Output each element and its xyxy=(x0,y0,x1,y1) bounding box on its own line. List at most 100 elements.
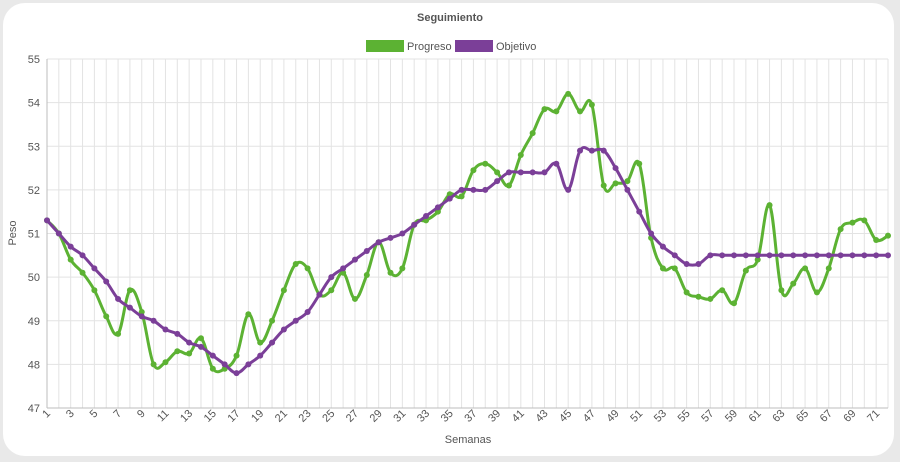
data-point-progreso[interactable] xyxy=(209,365,216,372)
data-point-objetivo[interactable] xyxy=(742,252,749,259)
data-point-progreso[interactable] xyxy=(505,182,512,189)
data-point-objetivo[interactable] xyxy=(126,304,133,311)
data-point-progreso[interactable] xyxy=(351,295,358,302)
data-point-objetivo[interactable] xyxy=(565,186,572,193)
data-point-objetivo[interactable] xyxy=(825,252,832,259)
data-point-progreso[interactable] xyxy=(269,317,276,324)
data-point-progreso[interactable] xyxy=(126,287,133,294)
data-point-objetivo[interactable] xyxy=(55,230,62,237)
data-point-objetivo[interactable] xyxy=(494,178,501,185)
data-point-progreso[interactable] xyxy=(470,167,477,174)
data-point-progreso[interactable] xyxy=(849,219,856,226)
data-point-progreso[interactable] xyxy=(624,178,631,185)
data-point-objetivo[interactable] xyxy=(197,343,204,350)
data-point-progreso[interactable] xyxy=(577,108,584,115)
data-point-objetivo[interactable] xyxy=(209,352,216,359)
data-point-objetivo[interactable] xyxy=(790,252,797,259)
data-point-objetivo[interactable] xyxy=(186,339,193,346)
data-point-objetivo[interactable] xyxy=(316,291,323,298)
data-point-objetivo[interactable] xyxy=(849,252,856,259)
data-point-progreso[interactable] xyxy=(659,265,666,272)
data-point-objetivo[interactable] xyxy=(885,252,891,259)
data-point-progreso[interactable] xyxy=(802,265,809,272)
data-point-progreso[interactable] xyxy=(67,256,74,263)
data-point-objetivo[interactable] xyxy=(375,239,382,246)
data-point-progreso[interactable] xyxy=(766,202,773,209)
data-point-objetivo[interactable] xyxy=(233,370,240,377)
data-point-objetivo[interactable] xyxy=(423,213,430,220)
data-point-objetivo[interactable] xyxy=(529,169,536,176)
data-point-objetivo[interactable] xyxy=(553,160,560,167)
data-point-objetivo[interactable] xyxy=(766,252,773,259)
data-point-objetivo[interactable] xyxy=(458,186,465,193)
data-point-objetivo[interactable] xyxy=(588,147,595,154)
data-point-progreso[interactable] xyxy=(245,311,252,318)
data-point-objetivo[interactable] xyxy=(671,252,678,259)
data-point-objetivo[interactable] xyxy=(340,265,347,272)
data-point-objetivo[interactable] xyxy=(411,221,418,228)
data-point-progreso[interactable] xyxy=(873,237,880,244)
data-point-progreso[interactable] xyxy=(553,108,560,115)
data-point-objetivo[interactable] xyxy=(636,208,643,215)
data-point-progreso[interactable] xyxy=(197,335,204,342)
data-point-progreso[interactable] xyxy=(79,269,86,276)
data-point-objetivo[interactable] xyxy=(91,265,98,272)
data-point-objetivo[interactable] xyxy=(138,313,145,320)
data-point-progreso[interactable] xyxy=(494,169,501,176)
data-point-progreso[interactable] xyxy=(790,280,797,287)
data-point-progreso[interactable] xyxy=(103,313,110,320)
data-point-progreso[interactable] xyxy=(541,106,548,113)
data-point-progreso[interactable] xyxy=(458,193,465,200)
data-point-progreso[interactable] xyxy=(304,265,311,272)
data-point-progreso[interactable] xyxy=(292,261,299,268)
data-point-progreso[interactable] xyxy=(186,350,193,357)
data-point-objetivo[interactable] xyxy=(482,186,489,193)
data-point-objetivo[interactable] xyxy=(837,252,844,259)
data-point-objetivo[interactable] xyxy=(517,169,524,176)
data-point-objetivo[interactable] xyxy=(648,230,655,237)
data-point-objetivo[interactable] xyxy=(162,326,169,333)
data-point-objetivo[interactable] xyxy=(624,186,631,193)
data-point-progreso[interactable] xyxy=(150,361,157,368)
data-point-objetivo[interactable] xyxy=(79,252,86,259)
data-point-progreso[interactable] xyxy=(257,339,264,346)
data-point-progreso[interactable] xyxy=(778,287,785,294)
data-point-objetivo[interactable] xyxy=(683,261,690,268)
data-point-objetivo[interactable] xyxy=(174,330,181,337)
data-point-progreso[interactable] xyxy=(754,256,761,263)
data-point-objetivo[interactable] xyxy=(719,252,726,259)
data-point-objetivo[interactable] xyxy=(351,256,358,263)
data-point-objetivo[interactable] xyxy=(600,147,607,154)
data-point-objetivo[interactable] xyxy=(150,317,157,324)
data-point-objetivo[interactable] xyxy=(861,252,868,259)
data-point-progreso[interactable] xyxy=(600,182,607,189)
data-point-progreso[interactable] xyxy=(91,287,98,294)
data-point-objetivo[interactable] xyxy=(778,252,785,259)
data-point-progreso[interactable] xyxy=(387,269,394,276)
data-point-objetivo[interactable] xyxy=(363,247,370,254)
data-point-objetivo[interactable] xyxy=(707,252,714,259)
data-point-objetivo[interactable] xyxy=(115,295,122,302)
data-point-progreso[interactable] xyxy=(115,330,122,337)
data-point-progreso[interactable] xyxy=(671,265,678,272)
data-point-progreso[interactable] xyxy=(695,293,702,300)
data-point-objetivo[interactable] xyxy=(505,169,512,176)
data-point-objetivo[interactable] xyxy=(103,278,110,285)
data-point-progreso[interactable] xyxy=(280,287,287,294)
data-point-progreso[interactable] xyxy=(138,309,145,316)
data-point-progreso[interactable] xyxy=(683,289,690,296)
data-point-objetivo[interactable] xyxy=(873,252,880,259)
data-point-objetivo[interactable] xyxy=(754,252,761,259)
data-point-progreso[interactable] xyxy=(813,289,820,296)
data-point-progreso[interactable] xyxy=(837,226,844,233)
data-point-progreso[interactable] xyxy=(529,130,536,137)
data-point-objetivo[interactable] xyxy=(280,326,287,333)
data-point-progreso[interactable] xyxy=(731,300,738,307)
data-point-progreso[interactable] xyxy=(162,359,169,366)
data-point-objetivo[interactable] xyxy=(245,361,252,368)
data-point-progreso[interactable] xyxy=(363,271,370,278)
data-point-objetivo[interactable] xyxy=(328,274,335,281)
data-point-objetivo[interactable] xyxy=(269,339,276,346)
data-point-objetivo[interactable] xyxy=(813,252,820,259)
data-point-progreso[interactable] xyxy=(861,217,868,224)
